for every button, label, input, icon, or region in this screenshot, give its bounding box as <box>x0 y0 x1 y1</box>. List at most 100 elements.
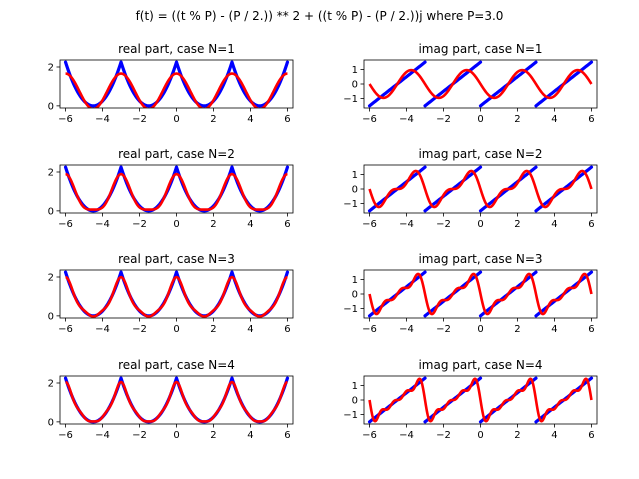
x-tick-label: −2 <box>132 219 147 230</box>
y-tick-label: 1 <box>352 65 358 76</box>
x-tick-label: −4 <box>95 114 110 125</box>
x-tick-label: 4 <box>551 219 557 230</box>
x-tick-label: 2 <box>210 114 216 125</box>
x-tick-label: 0 <box>477 114 483 125</box>
subplot-title: real part, case N=2 <box>118 147 235 161</box>
x-tick-label: 6 <box>588 219 594 230</box>
y-tick-label: 0 <box>352 80 358 91</box>
plot-area <box>367 165 594 213</box>
fourier-approximation-line <box>64 172 289 211</box>
x-tick-label: 2 <box>210 219 216 230</box>
x-tick-label: 6 <box>588 430 594 441</box>
y-tick-label: −1 <box>343 199 358 210</box>
x-tick-label: −2 <box>436 324 451 335</box>
fourier-approximation-line <box>368 169 593 209</box>
x-tick-label: 4 <box>551 430 557 441</box>
fourier-approximation-line <box>64 72 289 108</box>
fourier-approximation-line <box>368 68 593 100</box>
subplot-title: imag part, case N=1 <box>418 42 542 56</box>
x-tick-label: 2 <box>514 324 520 335</box>
x-tick-label: −4 <box>95 430 110 441</box>
x-tick-label: 2 <box>514 430 520 441</box>
y-tick-label: 1 <box>352 275 358 286</box>
x-tick-label: −4 <box>95 219 110 230</box>
x-tick-label: 4 <box>551 114 557 125</box>
x-tick-label: −2 <box>132 430 147 441</box>
x-tick-label: −4 <box>399 114 414 125</box>
subplot-imag-n1: imag part, case N=1 −6 −4 −2 0 2 4 6 −1 0 1 <box>343 42 598 125</box>
y-tick-label: 2 <box>48 272 54 283</box>
subplot-title: real part, case N=1 <box>118 42 235 56</box>
y-tick-label: 0 <box>48 311 54 322</box>
x-tick-label: −6 <box>58 114 73 125</box>
x-tick-label: −2 <box>436 219 451 230</box>
x-tick-label: −2 <box>436 430 451 441</box>
y-tick-label: 0 <box>48 417 54 428</box>
subplot-title: imag part, case N=3 <box>418 252 542 266</box>
subplot-real-n2: real part, case N=2 −6 −4 −2 0 2 4 6 0 2 <box>48 147 294 230</box>
x-tick-label: 0 <box>173 114 179 125</box>
x-tick-label: 0 <box>477 324 483 335</box>
x-tick-label: 2 <box>514 114 520 125</box>
original-function-line <box>63 60 290 108</box>
x-tick-label: −6 <box>362 430 377 441</box>
x-tick-label: −6 <box>58 219 73 230</box>
x-tick-label: 6 <box>284 430 290 441</box>
x-tick-label: −6 <box>58 430 73 441</box>
x-tick-label: 6 <box>284 114 290 125</box>
x-tick-label: −6 <box>362 324 377 335</box>
subplot-imag-n3: imag part, case N=3 −6 −4 −2 0 2 4 6 −1 0 1 <box>343 252 598 335</box>
x-tick-label: 0 <box>477 430 483 441</box>
x-tick-label: −4 <box>399 430 414 441</box>
y-tick-label: 2 <box>48 378 54 389</box>
x-tick-label: 4 <box>247 430 253 441</box>
x-tick-label: 4 <box>247 114 253 125</box>
x-tick-label: 0 <box>477 219 483 230</box>
subplot-real-n1: real part, case N=1 −6 −4 −2 0 2 4 6 0 2 <box>48 42 294 125</box>
x-tick-label: −2 <box>132 324 147 335</box>
subplot-title: real part, case N=4 <box>118 358 235 372</box>
x-tick-label: 6 <box>284 219 290 230</box>
x-tick-label: 6 <box>588 114 594 125</box>
fourier-approximation-line <box>368 377 593 423</box>
y-tick-label: 1 <box>352 381 358 392</box>
subplot-title: imag part, case N=2 <box>418 147 542 161</box>
x-tick-label: 6 <box>588 324 594 335</box>
fourier-approximation-line <box>368 272 593 316</box>
x-tick-label: −2 <box>436 114 451 125</box>
y-tick-label: 0 <box>352 396 358 407</box>
x-tick-label: −6 <box>58 324 73 335</box>
x-tick-label: −4 <box>399 324 414 335</box>
subplot-title: imag part, case N=4 <box>418 358 542 372</box>
y-tick-label: 0 <box>48 206 54 217</box>
y-tick-label: 0 <box>48 101 54 112</box>
x-tick-label: −2 <box>132 114 147 125</box>
x-tick-label: 0 <box>173 219 179 230</box>
y-tick-label: 0 <box>352 185 358 196</box>
x-tick-label: 2 <box>210 430 216 441</box>
y-tick-label: 2 <box>48 167 54 178</box>
x-tick-label: 2 <box>210 324 216 335</box>
x-tick-label: 0 <box>173 324 179 335</box>
subplot-imag-n2: imag part, case N=2 −6 −4 −2 0 2 4 6 −1 0 1 <box>343 147 598 230</box>
x-tick-label: 4 <box>247 219 253 230</box>
x-tick-label: −6 <box>362 219 377 230</box>
plot-area <box>63 165 290 213</box>
x-tick-label: −4 <box>399 219 414 230</box>
plot-area <box>367 60 594 108</box>
plot-area <box>367 270 594 318</box>
x-tick-label: −4 <box>95 324 110 335</box>
x-tick-label: 6 <box>284 324 290 335</box>
x-tick-label: 4 <box>247 324 253 335</box>
x-tick-label: 2 <box>514 219 520 230</box>
plot-area <box>63 376 290 424</box>
plot-area <box>63 270 290 318</box>
subplot-imag-n4: imag part, case N=4 −6 −4 −2 0 2 4 6 −1 0 1 <box>343 358 598 441</box>
x-tick-label: −6 <box>362 114 377 125</box>
x-tick-label: 4 <box>551 324 557 335</box>
figure-suptitle: f(t) = ((t % P) - (P / 2.)) ** 2 + ((t %… <box>136 9 504 23</box>
y-tick-label: −1 <box>343 410 358 421</box>
